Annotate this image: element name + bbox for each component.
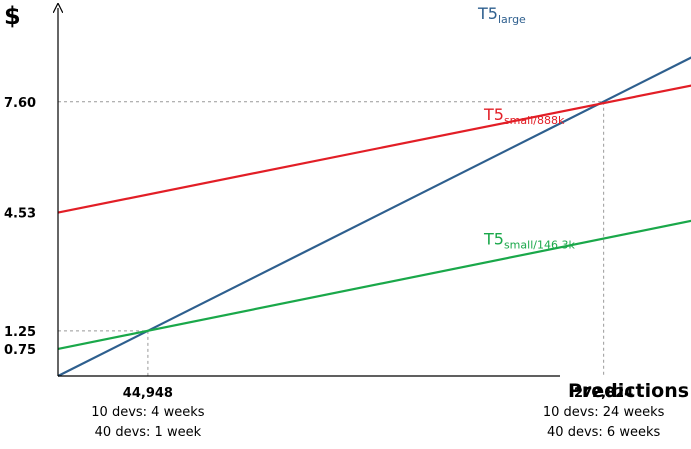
y-tick-label-3: 7.60 xyxy=(4,96,36,111)
x-tick-note-0-0: 10 devs: 4 weeks xyxy=(91,405,204,420)
y-axis-label: $ xyxy=(4,2,21,30)
series-label-large: T5large xyxy=(477,4,526,26)
y-tick-label-0: 0.75 xyxy=(4,343,36,358)
y-tick-label-2: 4.53 xyxy=(4,207,36,222)
y-tick-label-1: 1.25 xyxy=(4,325,36,340)
series-line-small-888k xyxy=(57,84,691,214)
x-axis-label: Predictions xyxy=(568,380,689,402)
reference-guides xyxy=(58,101,605,376)
series-labels: T5large T5small/888k T5small/146.3k xyxy=(477,4,575,251)
x-tick-note-1-0: 10 devs: 24 weeks xyxy=(543,405,665,420)
series-line-large xyxy=(57,56,691,377)
x-tick-note-1-1: 40 devs: 6 weeks xyxy=(547,425,660,440)
series-lines xyxy=(57,56,691,377)
x-tick-note-0-1: 40 devs: 1 week xyxy=(95,425,202,440)
x-tick-labels: 44,948 10 devs: 4 weeks 40 devs: 1 week 272… xyxy=(91,386,664,440)
axes xyxy=(58,8,560,377)
series-label-small-146-3k: T5small/146.3k xyxy=(483,229,575,251)
y-tick-labels: 0.75 1.25 4.53 7.60 xyxy=(4,96,36,358)
x-tick-label-1: 272,824 xyxy=(574,386,633,401)
series-line-small-146-3k xyxy=(57,219,691,351)
x-tick-label-0: 44,948 xyxy=(123,386,173,401)
series-label-small-888k: T5small/888k xyxy=(483,105,565,127)
